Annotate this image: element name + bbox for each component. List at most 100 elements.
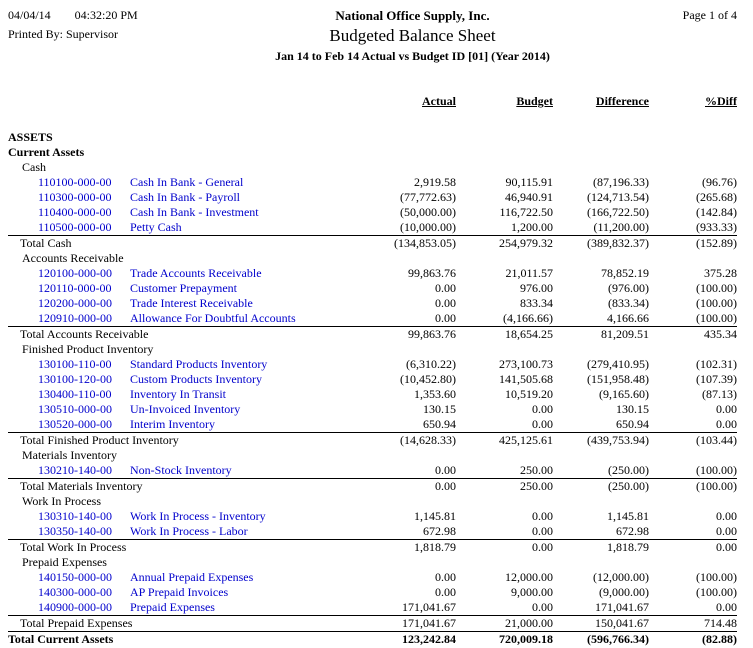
- account-description-link[interactable]: Inventory In Transit: [130, 387, 226, 401]
- account-label: 110400-000-00 Cash In Bank - Investment: [8, 205, 346, 220]
- col-header-actual: Actual: [422, 94, 456, 108]
- account-description-link[interactable]: Cash In Bank - General: [130, 175, 244, 189]
- value-pctdiff: (87.13): [702, 387, 737, 401]
- account-description-link[interactable]: Standard Products Inventory: [130, 357, 268, 371]
- group-row: Cash: [8, 160, 737, 175]
- account-description-link[interactable]: Un-Invoiced Inventory: [130, 402, 241, 416]
- column-headers: Actual Budget Difference %Diff: [8, 94, 737, 109]
- account-description-link[interactable]: Cash In Bank - Payroll: [130, 190, 240, 204]
- account-description-link[interactable]: AP Prepaid Invoices: [130, 585, 229, 599]
- account-description-link[interactable]: Custom Products Inventory: [130, 372, 262, 386]
- value-actual: (134,853.05): [394, 236, 456, 250]
- value-actual: 0.00: [435, 585, 456, 599]
- account-row: 130400-110-00 Inventory In Transit 1,353.6…: [8, 387, 737, 402]
- value-actual: 0.00: [435, 479, 456, 493]
- account-description-link[interactable]: Work In Process - Labor: [130, 524, 248, 538]
- account-row: 120110-000-00 Customer Prepayment 0.00 976.…: [8, 281, 737, 296]
- account-row: 130100-110-00 Standard Products Inventory…: [8, 357, 737, 372]
- account-label: 140900-000-00 Prepaid Expenses: [8, 600, 346, 615]
- header-left: 04/04/14 04:32:20 PM Printed By: Supervi…: [8, 8, 198, 42]
- account-label: 140150-000-00 Annual Prepaid Expenses: [8, 570, 346, 585]
- row-label: Total Current Assets: [8, 632, 114, 646]
- account-number-link[interactable]: 130520-000-00: [38, 417, 112, 431]
- account-description-link[interactable]: Allowance For Doubtful Accounts: [130, 311, 296, 325]
- account-label: 130310-140-00 Work In Process - Inventory: [8, 509, 346, 524]
- value-actual: (10,452.80): [400, 372, 456, 386]
- value-pctdiff: 375.28: [704, 266, 737, 280]
- value-difference: 81,209.51: [601, 327, 649, 341]
- value-pctdiff: 0.00: [716, 600, 737, 614]
- account-number-link[interactable]: 140300-000-00: [38, 585, 112, 599]
- account-description-link[interactable]: Prepaid Expenses: [130, 600, 215, 614]
- account-description-link[interactable]: Annual Prepaid Expenses: [130, 570, 254, 584]
- value-actual: 123,242.84: [402, 632, 456, 646]
- section-row: ASSETS: [8, 130, 737, 145]
- account-number-link[interactable]: 140150-000-00: [38, 570, 112, 584]
- account-label: 130400-110-00 Inventory In Transit: [8, 387, 346, 402]
- account-label: 120910-000-00 Allowance For Doubtful Acco…: [8, 311, 346, 326]
- account-number-link[interactable]: 110300-000-00: [38, 190, 112, 204]
- total-row: Total Materials Inventory 0.00 250.00 (250.…: [8, 478, 737, 494]
- total-row: Total Prepaid Expenses 171,041.67 21,000.0…: [8, 615, 737, 631]
- grandtotal-row: Total Current Assets 123,242.84 720,009.18…: [8, 631, 737, 647]
- account-label: 130100-120-00 Custom Products Inventory: [8, 372, 346, 387]
- value-difference: 672.98: [616, 524, 649, 538]
- value-budget: 10,519.20: [505, 387, 553, 401]
- account-number-link[interactable]: 130210-140-00: [38, 463, 112, 477]
- account-row: 130100-120-00 Custom Products Inventory (1…: [8, 372, 737, 387]
- account-label: 110500-000-00 Petty Cash: [8, 220, 346, 235]
- account-number-link[interactable]: 120200-000-00: [38, 296, 112, 310]
- account-description-link[interactable]: Trade Interest Receivable: [130, 296, 253, 310]
- value-budget: 425,125.61: [499, 433, 553, 447]
- value-actual: 130.15: [423, 402, 456, 416]
- value-pctdiff: (100.00): [696, 463, 737, 477]
- group-row: Materials Inventory: [8, 448, 737, 463]
- row-label: ASSETS: [8, 130, 53, 144]
- account-description-link[interactable]: Work In Process - Inventory: [130, 509, 266, 523]
- row-label: Finished Product Inventory: [22, 342, 154, 356]
- account-label: 130510-000-00 Un-Invoiced Inventory: [8, 402, 346, 417]
- row-label: Work In Process: [22, 494, 102, 508]
- account-number-link[interactable]: 110500-000-00: [38, 220, 112, 234]
- value-budget: 833.34: [520, 296, 553, 310]
- value-pctdiff: (142.84): [696, 205, 737, 219]
- account-number-link[interactable]: 130310-140-00: [38, 509, 112, 523]
- group-row: Finished Product Inventory: [8, 342, 737, 357]
- value-actual: 0.00: [435, 463, 456, 477]
- account-number-link[interactable]: 120110-000-00: [38, 281, 112, 295]
- value-budget: 46,940.91: [505, 190, 553, 204]
- account-number-link[interactable]: 140900-000-00: [38, 600, 112, 614]
- value-pctdiff: (100.00): [696, 296, 737, 310]
- account-row: 130310-140-00 Work In Process - Inventory…: [8, 509, 737, 524]
- account-number-link[interactable]: 120100-000-00: [38, 266, 112, 280]
- account-description-link[interactable]: Customer Prepayment: [130, 281, 237, 295]
- total-row: Total Finished Product Inventory (14,628.…: [8, 432, 737, 448]
- value-budget: 0.00: [532, 600, 553, 614]
- account-number-link[interactable]: 120910-000-00: [38, 311, 112, 325]
- row-label: Current Assets: [8, 145, 85, 159]
- account-label: 130520-000-00 Interim Inventory: [8, 417, 346, 432]
- value-pctdiff: (100.00): [696, 570, 737, 584]
- account-row: 110300-000-00 Cash In Bank - Payroll (77,7…: [8, 190, 737, 205]
- value-pctdiff: 435.34: [704, 327, 737, 341]
- value-difference: (151,958.48): [587, 372, 649, 386]
- account-number-link[interactable]: 130100-110-00: [38, 357, 112, 371]
- account-label: 130210-140-00 Non-Stock Inventory: [8, 463, 346, 478]
- report-rows: ASSETS Current Assets Cash 110100-000-00 Cas…: [8, 130, 737, 647]
- account-number-link[interactable]: 110400-000-00: [38, 205, 112, 219]
- account-description-link[interactable]: Interim Inventory: [130, 417, 215, 431]
- account-number-link[interactable]: 130100-120-00: [38, 372, 112, 386]
- company-name: National Office Supply, Inc.: [335, 8, 490, 23]
- account-description-link[interactable]: Non-Stock Inventory: [130, 463, 232, 477]
- account-description-link[interactable]: Trade Accounts Receivable: [130, 266, 262, 280]
- account-description-link[interactable]: Petty Cash: [130, 220, 182, 234]
- account-description-link[interactable]: Cash In Bank - Investment: [130, 205, 259, 219]
- account-number-link[interactable]: 110100-000-00: [38, 175, 112, 189]
- account-number-link[interactable]: 130400-110-00: [38, 387, 112, 401]
- report-title: Budgeted Balance Sheet: [329, 26, 496, 45]
- value-pctdiff: 0.00: [716, 402, 737, 416]
- total-row: Total Cash (134,853.05) 254,979.32 (389,832…: [8, 235, 737, 251]
- account-label: 120200-000-00 Trade Interest Receivable: [8, 296, 346, 311]
- account-number-link[interactable]: 130350-140-00: [38, 524, 112, 538]
- account-number-link[interactable]: 130510-000-00: [38, 402, 112, 416]
